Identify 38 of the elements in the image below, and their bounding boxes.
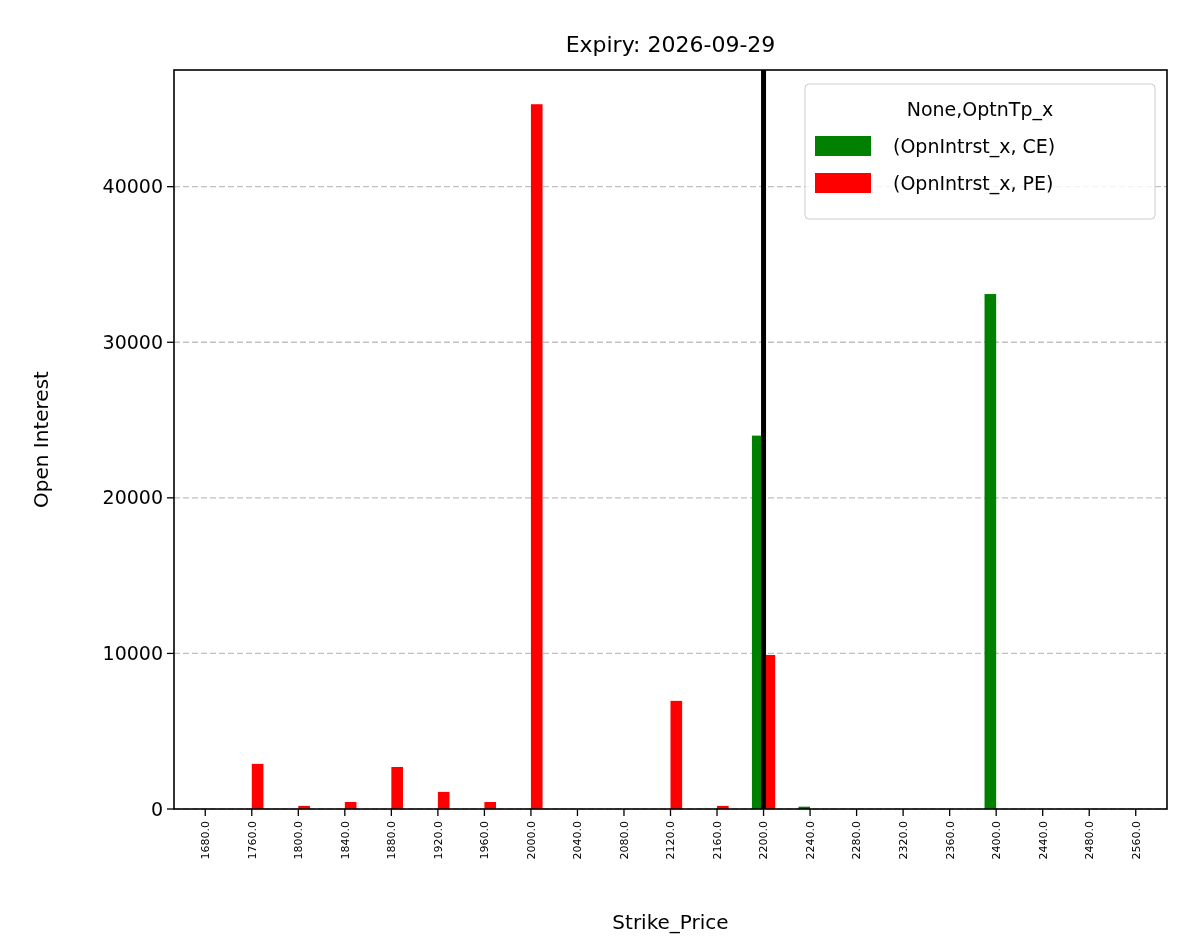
y-tick-label: 40000 — [102, 175, 163, 198]
x-tick-label: 2160.0 — [710, 821, 724, 860]
x-tick-label: 2280.0 — [850, 821, 864, 860]
x-tick-label: 2320.0 — [896, 821, 910, 860]
legend-title: None,OptnTp_x — [906, 98, 1054, 121]
x-tick-label: 1840.0 — [338, 821, 352, 860]
x-tick-label: 1960.0 — [478, 821, 492, 860]
legend-label: (OpnIntrst_x, PE) — [893, 171, 1054, 195]
x-tick-label: 1760.0 — [245, 821, 259, 860]
y-tick-label: 20000 — [102, 486, 163, 509]
x-tick-label: 2400.0 — [990, 821, 1004, 860]
x-tick-label: 1880.0 — [385, 821, 399, 860]
bar — [984, 294, 997, 809]
x-tick-label: 2560.0 — [1129, 821, 1143, 860]
bar — [530, 104, 543, 809]
x-tick-label: 2360.0 — [943, 821, 957, 860]
x-tick-label: 2240.0 — [803, 821, 817, 860]
x-tick-label: 2080.0 — [617, 821, 631, 860]
bar — [437, 791, 450, 809]
bar — [391, 766, 403, 809]
y-tick-label: 0 — [150, 797, 163, 820]
y-axis-title: Open Interest — [29, 370, 53, 508]
x-tick-label: 2040.0 — [571, 821, 585, 860]
x-tick-label: 1680.0 — [199, 821, 213, 860]
y-tick-label: 30000 — [102, 330, 163, 353]
x-tick-label: 2440.0 — [1036, 821, 1050, 860]
x-tick-label: 1800.0 — [292, 821, 306, 860]
bar — [251, 763, 264, 809]
x-tick-label: 2200.0 — [757, 821, 771, 860]
x-tick-label: 2000.0 — [524, 821, 538, 860]
chart-title: Expiry: 2026-09-29 — [565, 32, 776, 57]
legend-label: (OpnIntrst_x, CE) — [893, 134, 1056, 158]
x-tick-label: 2480.0 — [1083, 821, 1097, 860]
bar — [670, 700, 683, 809]
x-axis-title: Strike_Price — [612, 910, 729, 934]
y-tick-label: 10000 — [102, 642, 163, 665]
x-tick-label: 1920.0 — [431, 821, 445, 860]
x-tick-label: 2120.0 — [664, 821, 678, 860]
